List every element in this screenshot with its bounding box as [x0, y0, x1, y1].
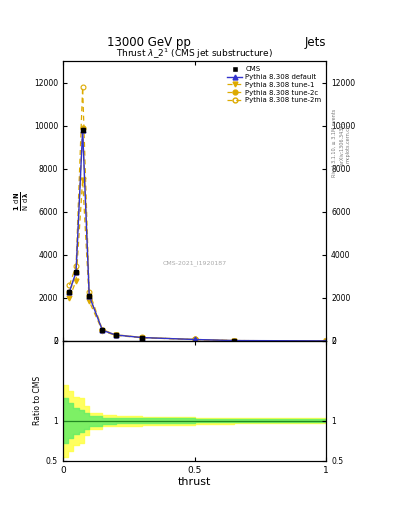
Pythia 8.308 tune-2c — [100, 327, 105, 333]
Text: CMS-2021_I1920187: CMS-2021_I1920187 — [162, 260, 227, 266]
Pythia 8.308 tune-1 — [192, 336, 197, 343]
CMS — [87, 293, 92, 299]
Pythia 8.308 tune-1 — [140, 335, 144, 341]
Pythia 8.308 tune-2m — [74, 263, 79, 269]
Pythia 8.308 tune-2m — [324, 338, 329, 344]
Pythia 8.308 tune-1 — [113, 332, 118, 338]
Pythia 8.308 tune-1 — [232, 337, 237, 344]
Pythia 8.308 tune-2m — [113, 332, 118, 338]
Pythia 8.308 default — [80, 127, 85, 133]
CMS — [67, 288, 72, 294]
Pythia 8.308 tune-1 — [87, 298, 92, 304]
Pythia 8.308 tune-2m — [87, 288, 92, 294]
Pythia 8.308 tune-1 — [324, 338, 329, 344]
Pythia 8.308 tune-1 — [80, 177, 85, 183]
CMS — [74, 269, 79, 275]
Pythia 8.308 default — [192, 336, 197, 343]
Pythia 8.308 default — [113, 332, 118, 338]
Pythia 8.308 tune-1 — [67, 295, 72, 301]
CMS — [140, 334, 144, 340]
Pythia 8.308 tune-2c — [113, 332, 118, 338]
Pythia 8.308 tune-2m — [232, 337, 237, 344]
Pythia 8.308 tune-2m — [192, 336, 197, 343]
CMS — [113, 332, 118, 338]
Text: Jets: Jets — [305, 36, 326, 49]
Line: Pythia 8.308 tune-2c: Pythia 8.308 tune-2c — [67, 125, 329, 344]
Pythia 8.308 tune-2m — [100, 327, 105, 333]
Pythia 8.308 tune-2m — [80, 84, 85, 90]
CMS — [100, 327, 105, 333]
Pythia 8.308 tune-2c — [192, 336, 197, 343]
Text: Rivet 3.1.10, ≥ 3.1M events: Rivet 3.1.10, ≥ 3.1M events — [332, 109, 337, 178]
Pythia 8.308 tune-2m — [140, 334, 144, 340]
CMS — [80, 127, 85, 133]
Pythia 8.308 tune-2c — [232, 337, 237, 344]
Pythia 8.308 tune-2c — [80, 125, 85, 131]
Text: mcplots.cern.ch: mcplots.cern.ch — [345, 124, 351, 163]
Pythia 8.308 tune-2c — [87, 293, 92, 299]
Pythia 8.308 default — [67, 288, 72, 294]
Line: Pythia 8.308 default: Pythia 8.308 default — [67, 128, 329, 344]
Y-axis label: $\mathbf{\frac{1}{\mathrm{N}}\,\frac{\mathrm{d}N}{\mathrm{d}\lambda}}$: $\mathbf{\frac{1}{\mathrm{N}}\,\frac{\ma… — [13, 191, 31, 211]
Pythia 8.308 default — [74, 269, 79, 275]
Pythia 8.308 default — [140, 334, 144, 340]
Pythia 8.308 tune-2c — [67, 288, 72, 294]
Line: Pythia 8.308 tune-1: Pythia 8.308 tune-1 — [67, 177, 329, 344]
Pythia 8.308 tune-2c — [140, 334, 144, 340]
X-axis label: thrust: thrust — [178, 477, 211, 487]
Y-axis label: Ratio to CMS: Ratio to CMS — [33, 376, 42, 425]
Text: [arXiv:1306.3436]: [arXiv:1306.3436] — [339, 121, 344, 165]
Pythia 8.308 tune-2c — [74, 269, 79, 275]
Text: 13000 GeV pp: 13000 GeV pp — [107, 36, 191, 49]
Line: CMS: CMS — [67, 128, 237, 343]
Pythia 8.308 tune-2m — [67, 282, 72, 288]
Pythia 8.308 tune-1 — [74, 278, 79, 284]
Title: Thrust $\lambda\_2^1$ (CMS jet substructure): Thrust $\lambda\_2^1$ (CMS jet substruct… — [116, 47, 273, 61]
Pythia 8.308 default — [87, 293, 92, 299]
CMS — [232, 337, 237, 344]
Pythia 8.308 default — [100, 327, 105, 333]
Pythia 8.308 default — [324, 338, 329, 344]
Legend: CMS, Pythia 8.308 default, Pythia 8.308 tune-1, Pythia 8.308 tune-2c, Pythia 8.3: CMS, Pythia 8.308 default, Pythia 8.308 … — [226, 65, 323, 104]
Line: Pythia 8.308 tune-2m: Pythia 8.308 tune-2m — [67, 85, 329, 344]
Pythia 8.308 tune-1 — [100, 328, 105, 334]
Pythia 8.308 default — [232, 337, 237, 344]
Pythia 8.308 tune-2c — [324, 338, 329, 344]
